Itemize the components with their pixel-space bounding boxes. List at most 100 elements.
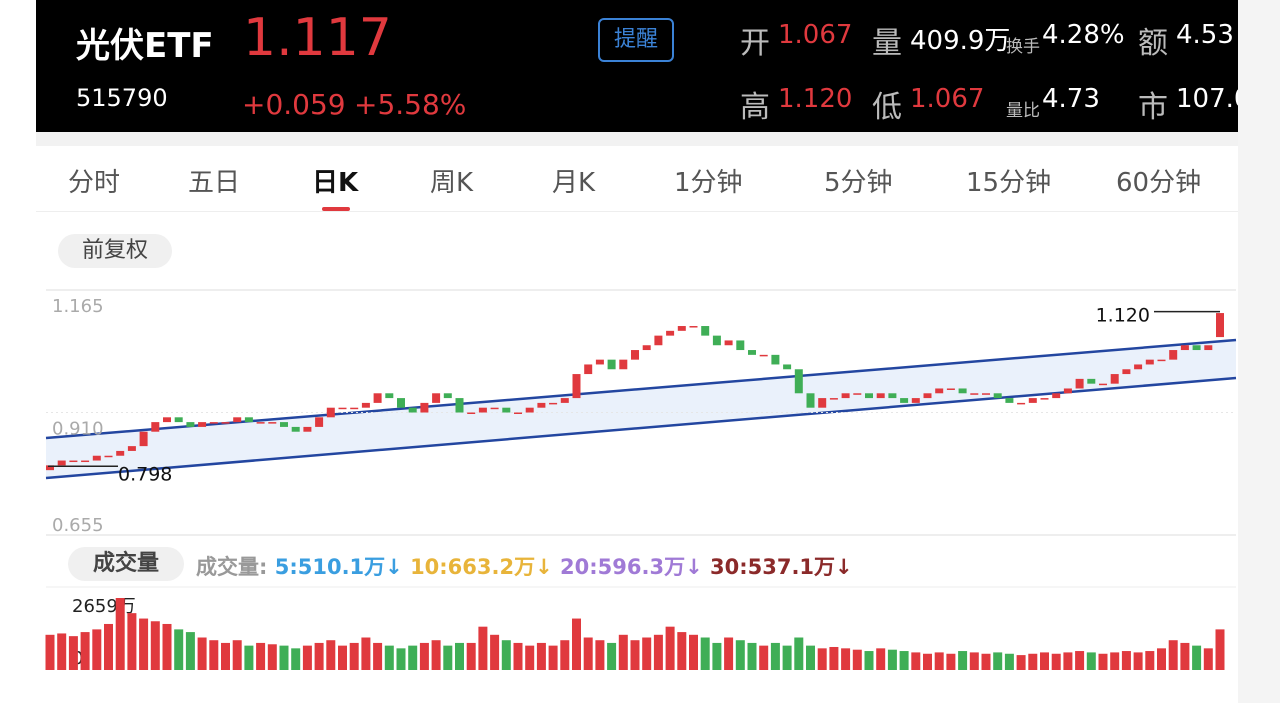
alert-button[interactable]: 提醒 [598,18,674,62]
volume-bar [291,648,301,670]
volume-bar [256,642,266,670]
candle [619,359,628,370]
tab[interactable]: 1分钟 [674,168,743,198]
stat-label: 量 [872,26,902,61]
candle [607,359,616,370]
price: 1.117 [243,8,392,68]
candle [291,426,300,432]
tab[interactable]: 五日 [188,168,241,198]
candle [478,407,487,413]
candle [350,407,359,410]
adjust-button[interactable]: 前复权 [58,234,172,268]
candle [233,417,242,423]
stat-label: 额 [1138,26,1168,61]
volume-bar [841,648,851,670]
volume-bar [45,634,55,670]
volume-bar [68,636,78,670]
high-marker-label: 1.120 [1096,305,1150,327]
stat-label: 高 [740,90,770,125]
volume-bar [618,634,628,670]
candle [1017,402,1026,405]
volume-bar [759,645,769,670]
volume-bar [80,632,90,670]
volume-bar [150,621,160,670]
tab[interactable]: 5分钟 [824,168,893,198]
candle [1052,393,1061,399]
tab[interactable]: 周K [430,168,474,198]
volume-bar [1215,629,1225,670]
candle [993,393,1002,399]
y-tick-label: 0.910 [52,419,104,440]
volume-bar [232,640,242,670]
candle [818,398,827,408]
volume-bar [1051,653,1061,670]
volume-bar [396,648,406,670]
volume-bar [572,618,581,670]
candle [303,426,312,432]
volume-bar [1157,648,1166,670]
candle [1099,383,1107,386]
volume-bar [525,645,535,670]
candle [490,407,499,410]
candle [1075,378,1084,389]
volume-button[interactable]: 成交量 [68,547,184,581]
candle [829,398,838,400]
candle [198,422,207,427]
volume-bar [478,626,488,670]
volume-bar [338,645,347,670]
candle [92,455,101,461]
candle [57,460,66,466]
candle [783,364,792,370]
candle [537,402,546,408]
volume-bar [607,642,617,670]
candle [467,412,476,414]
name: 光伏ETF [76,26,214,66]
tab[interactable]: 60分钟 [1116,168,1202,198]
candle [853,393,862,395]
volume-bar [770,642,780,670]
y-tick-label: 0.655 [52,515,104,536]
volume-bar [244,645,254,670]
tab[interactable]: 15分钟 [966,168,1052,198]
candle [982,393,990,395]
tab[interactable]: 日K [312,168,359,198]
tab[interactable]: 月K [552,168,596,198]
candle [186,422,195,427]
candle [712,335,721,346]
volume-bar [806,645,815,670]
divider [36,211,1238,212]
volume-bar [302,645,312,670]
candle [794,369,803,394]
volume-bar [326,640,336,670]
y-tick-label: 1.165 [52,296,104,317]
volume-bar [221,642,230,670]
stat-value: 4.28% [1042,20,1125,50]
candle [514,412,522,414]
candle [139,431,148,447]
v-tick-label: 0 [72,648,83,669]
volume-bar [104,623,113,670]
candle [666,330,675,336]
volume-bar [408,645,418,670]
volume-bar [466,642,476,670]
volume-bar [958,651,968,670]
candle [1180,345,1189,351]
candle [724,340,733,346]
volume-bar [1168,640,1178,670]
candle [1110,374,1119,384]
legend-title: 成交量: [196,555,268,579]
volume-bar [946,653,956,670]
candle [244,417,253,423]
volume-bar [981,653,991,670]
candle [841,393,850,399]
tab[interactable]: 分时 [68,168,121,198]
volume-bar [595,640,605,670]
volume-bar [747,642,757,670]
volume-bar [969,652,979,670]
candle [151,422,160,432]
candle [549,402,558,405]
candle [1204,345,1213,351]
candle [759,354,768,357]
volume-bar [174,629,184,670]
right-margin [1238,0,1280,703]
